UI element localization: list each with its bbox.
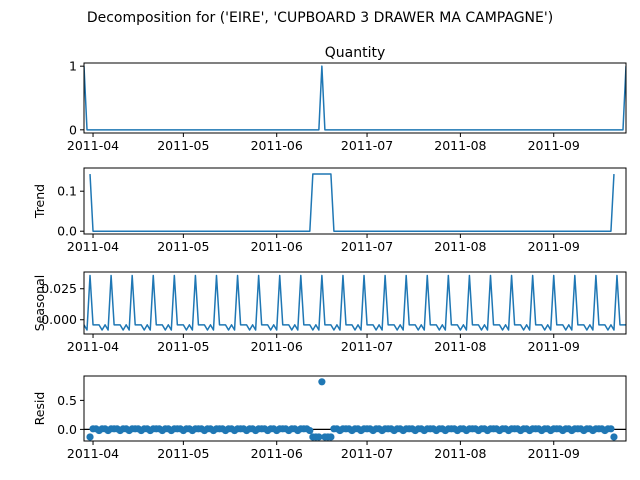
axes-frame	[83, 167, 627, 235]
x-tick-label: 2011-07	[341, 446, 393, 461]
panel-seasonal: 2011-04 2011-05 2011-06 2011-07 2011-08 2011-…	[32, 271, 627, 354]
x-tick-label: 2011-06	[251, 339, 303, 354]
panel-observed: 2011-04 2011-05 2011-06 2011-07 2011-08 2011-…	[67, 45, 627, 153]
x-tick-label: 2011-09	[528, 446, 580, 461]
x-tick-label: 2011-04	[67, 239, 119, 254]
x-tick-label: 2011-09	[528, 239, 580, 254]
y-tick-label: 0.0	[57, 224, 77, 239]
x-tick-label: 2011-05	[157, 138, 209, 153]
resid-point	[86, 433, 94, 441]
x-tick-label: 2011-05	[157, 446, 209, 461]
y-tick-label: 0.1	[57, 184, 77, 199]
x-tick-label: 2011-04	[67, 446, 119, 461]
data-layer	[84, 65, 626, 131]
x-tick-label: 2011-05	[157, 239, 209, 254]
x-tick-label: 2011-06	[251, 239, 303, 254]
y-tick-label: 0.5	[57, 393, 77, 408]
y-tick-label: 0.0	[57, 422, 77, 437]
axes-frame	[83, 375, 627, 442]
y-axis-label: Seasonal	[32, 275, 47, 332]
x-tick-label: 2011-04	[67, 138, 119, 153]
resid-point	[306, 426, 314, 435]
series-line-seasonal	[84, 274, 626, 331]
x-tick-label: 2011-08	[434, 138, 486, 153]
axes-frame	[83, 271, 627, 335]
y-tick-label: 0.025	[41, 281, 77, 296]
data-layer	[84, 274, 626, 331]
panel-resid: 2011-04 2011-05 2011-06 2011-07 2011-08 2011-…	[32, 375, 627, 461]
resid-point	[318, 378, 326, 386]
panels-group: 2011-04 2011-05 2011-06 2011-07 2011-08 2011-…	[32, 45, 627, 461]
resid-point	[327, 433, 335, 441]
x-tick-label: 2011-08	[434, 446, 486, 461]
y-axis-label: Resid	[32, 392, 47, 426]
figure-title: Decomposition for ('EIRE', 'CUPBOARD 3 D…	[87, 10, 553, 26]
y-tick-label: 1	[69, 59, 77, 74]
x-tick-label: 2011-08	[434, 239, 486, 254]
panel-trend: 2011-04 2011-05 2011-06 2011-07 2011-08 2011-…	[32, 167, 627, 254]
axes-frame	[83, 62, 627, 134]
x-tick-label: 2011-04	[67, 339, 119, 354]
x-tick-label: 2011-06	[251, 446, 303, 461]
x-tick-label: 2011-06	[251, 138, 303, 153]
resid-point	[610, 433, 618, 441]
x-tick-label: 2011-09	[528, 138, 580, 153]
panel-title: Quantity	[325, 45, 386, 61]
y-tick-label: 0.000	[41, 312, 77, 327]
data-layer	[84, 378, 626, 441]
x-tick-label: 2011-09	[528, 339, 580, 354]
resid-point	[315, 433, 323, 441]
x-tick-label: 2011-07	[341, 339, 393, 354]
x-tick-label: 2011-07	[341, 138, 393, 153]
x-tick-label: 2011-05	[157, 339, 209, 354]
data-layer	[89, 173, 615, 232]
y-axis-label: Trend	[32, 184, 47, 219]
x-tick-label: 2011-07	[341, 239, 393, 254]
x-tick-label: 2011-08	[434, 339, 486, 354]
series-line-trend	[89, 173, 615, 232]
y-tick-label: 0	[69, 122, 77, 137]
resid-point	[607, 425, 615, 433]
series-line-observed	[84, 65, 626, 131]
